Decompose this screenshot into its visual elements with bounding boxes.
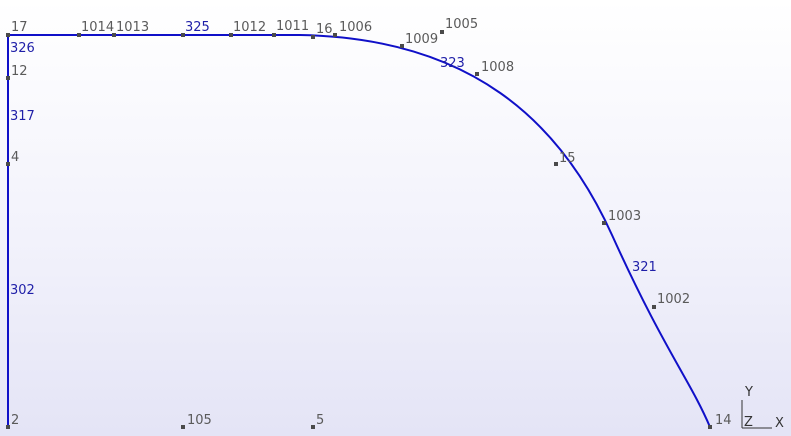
point-325[interactable]: 325 <box>181 20 210 37</box>
point-marker <box>112 33 116 37</box>
curve-label-323[interactable]: 323 <box>440 56 465 71</box>
point-1006[interactable]: 1006 <box>333 20 372 37</box>
point-14[interactable]: 14 <box>708 413 732 429</box>
point-label: 1011 <box>276 19 309 34</box>
point-label: 5 <box>316 413 324 428</box>
point-label: 15 <box>559 151 576 166</box>
point-marker <box>6 76 10 80</box>
point-label: 14 <box>715 413 732 428</box>
point-1005[interactable]: 1005 <box>440 17 478 34</box>
point-label: 4 <box>11 150 19 165</box>
point-label: 1002 <box>657 292 690 307</box>
curve-geometry <box>7 34 711 428</box>
z-axis-label: Z <box>744 415 753 430</box>
point-label: 1005 <box>445 17 478 32</box>
curve-label-321[interactable]: 321 <box>632 260 657 275</box>
point-marker <box>708 425 712 429</box>
point-label: 16 <box>316 22 333 37</box>
point-1012[interactable]: 1012 <box>229 20 266 37</box>
curve-label-layer: 326 323 321 317 302 <box>10 41 657 298</box>
point-marker <box>602 221 606 225</box>
curve-arc[interactable] <box>299 34 711 428</box>
point-label: 1003 <box>608 209 641 224</box>
point-marker <box>475 72 479 76</box>
point-marker <box>440 30 444 34</box>
point-4[interactable]: 4 <box>6 150 19 166</box>
point-16[interactable]: 16 <box>311 22 333 39</box>
point-label: 1009 <box>405 32 438 47</box>
curve-label-317[interactable]: 317 <box>10 109 35 124</box>
point-marker <box>6 162 10 166</box>
point-marker <box>400 44 404 48</box>
point-label: 17 <box>11 20 28 35</box>
point-label: 105 <box>187 413 212 428</box>
point-label: 12 <box>11 64 28 79</box>
point-marker <box>181 33 185 37</box>
x-axis-label: X <box>775 416 784 431</box>
point-2[interactable]: 2 <box>6 413 19 429</box>
point-marker <box>652 305 656 309</box>
point-marker <box>311 425 315 429</box>
point-layer: 17 1014 1013 325 1012 1011 16 1006 <box>6 17 732 429</box>
point-marker <box>6 33 10 37</box>
point-label: 1006 <box>339 20 372 35</box>
y-axis-label: Y <box>744 385 753 400</box>
point-1002[interactable]: 1002 <box>652 292 690 309</box>
point-marker <box>554 162 558 166</box>
point-marker <box>181 425 185 429</box>
point-marker <box>229 33 233 37</box>
curve-label-326[interactable]: 326 <box>10 41 35 56</box>
point-marker <box>272 33 276 37</box>
point-marker <box>6 425 10 429</box>
point-marker <box>77 33 81 37</box>
point-12[interactable]: 12 <box>6 64 28 80</box>
point-label: 1014 <box>81 20 114 35</box>
point-1011[interactable]: 1011 <box>272 19 309 37</box>
point-label: 1013 <box>116 20 149 35</box>
point-1009[interactable]: 1009 <box>400 32 438 48</box>
point-1014[interactable]: 1014 <box>77 20 114 37</box>
point-label: 325 <box>185 20 210 35</box>
point-1013[interactable]: 1013 <box>112 20 149 37</box>
axis-triad: Y Z X <box>741 385 784 431</box>
point-label: 2 <box>11 413 19 428</box>
curve-label-302[interactable]: 302 <box>10 283 35 298</box>
point-label: 1008 <box>481 60 514 75</box>
point-5[interactable]: 5 <box>311 413 324 429</box>
point-105[interactable]: 105 <box>181 413 212 429</box>
point-1003[interactable]: 1003 <box>602 209 641 225</box>
point-label: 1012 <box>233 20 266 35</box>
point-15[interactable]: 15 <box>554 151 576 166</box>
point-17[interactable]: 17 <box>6 20 28 37</box>
point-1008[interactable]: 1008 <box>475 60 514 76</box>
point-marker <box>311 35 315 39</box>
point-marker <box>333 33 337 37</box>
